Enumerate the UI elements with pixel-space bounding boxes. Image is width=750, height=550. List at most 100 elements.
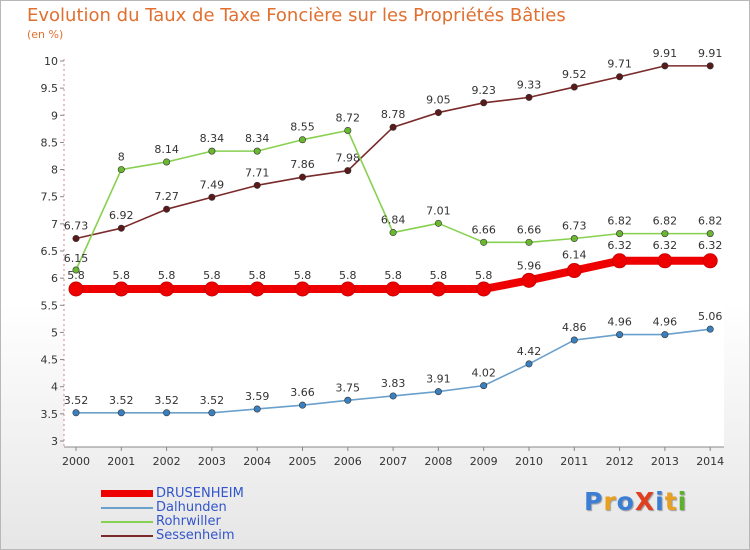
data-label-dalhunden: 3.52: [109, 394, 134, 407]
x-tick-label: 2007: [379, 455, 407, 468]
data-label-sessenheim: 9.71: [607, 58, 632, 71]
data-label-dalhunden: 5.06: [698, 310, 723, 323]
data-point-sessenheim: [389, 123, 397, 131]
data-label-drusenheim: 5.8: [430, 269, 448, 282]
data-label-drusenheim: 5.8: [248, 269, 266, 282]
data-label-drusenheim: 5.8: [339, 269, 357, 282]
data-label-dalhunden: 4.42: [517, 345, 542, 358]
data-label-drusenheim: 5.8: [67, 269, 85, 282]
x-tick-label: 2010: [515, 455, 543, 468]
x-tick-label: 2003: [198, 455, 226, 468]
data-point-rohrwiller: [117, 166, 125, 174]
data-point-drusenheim: [249, 281, 265, 297]
data-point-sessenheim: [117, 224, 125, 232]
data-label-rohrwiller: 6.66: [471, 223, 496, 236]
data-point-dalhunden: [117, 409, 125, 417]
y-tick-label: 8: [51, 164, 58, 177]
data-label-sessenheim: 6.73: [64, 220, 89, 233]
data-label-drusenheim: 5.8: [113, 269, 131, 282]
data-point-rohrwiller: [570, 235, 578, 243]
y-tick-label: 9.5: [41, 82, 59, 95]
data-label-sessenheim: 9.33: [517, 78, 542, 91]
data-label-rohrwiller: 8: [118, 151, 125, 164]
data-point-rohrwiller: [253, 147, 261, 155]
data-label-dalhunden: 3.66: [290, 386, 315, 399]
data-point-sessenheim: [72, 235, 80, 243]
data-point-drusenheim: [385, 281, 401, 297]
data-label-sessenheim: 7.49: [200, 178, 225, 191]
data-point-drusenheim: [430, 281, 446, 297]
logo-letter: i: [677, 487, 688, 516]
y-tick-label: 6: [51, 272, 58, 285]
data-point-drusenheim: [612, 253, 628, 269]
y-tick-label: 8.5: [41, 136, 59, 149]
y-tick-label: 4.5: [41, 354, 59, 367]
data-point-rohrwiller: [208, 147, 216, 155]
data-label-drusenheim: 6.32: [653, 239, 678, 252]
data-point-rohrwiller: [389, 229, 397, 237]
data-point-drusenheim: [204, 281, 220, 297]
legend-swatch-rohrwiller: [101, 521, 153, 523]
data-point-sessenheim: [570, 83, 578, 91]
data-point-dalhunden: [72, 409, 80, 417]
legend-label-rohrwiller: Rohrwiller: [156, 514, 221, 529]
x-tick-label: 2011: [560, 455, 588, 468]
data-point-drusenheim: [340, 281, 356, 297]
legend-label-drusenheim: DRUSENHEIM: [156, 486, 244, 501]
x-tick-label: 2009: [470, 455, 498, 468]
data-label-drusenheim: 6.14: [562, 249, 587, 262]
data-point-rohrwiller: [434, 219, 442, 227]
y-tick-label: 4: [51, 381, 58, 394]
plot-area: [64, 59, 724, 447]
data-point-sessenheim: [163, 205, 171, 213]
data-label-rohrwiller: 7.01: [426, 204, 451, 217]
data-label-drusenheim: 5.8: [384, 269, 402, 282]
proxiti-logo: ProXiti: [584, 487, 687, 516]
data-label-sessenheim: 6.92: [109, 209, 134, 222]
y-tick-label: 9: [51, 109, 58, 122]
x-tick-label: 2002: [153, 455, 181, 468]
data-point-rohrwiller: [72, 266, 80, 274]
data-point-sessenheim: [616, 73, 624, 81]
data-label-rohrwiller: 6.84: [381, 214, 406, 227]
y-tick-label: 7.5: [41, 191, 59, 204]
data-label-rohrwiller: 8.14: [154, 143, 179, 156]
data-label-dalhunden: 4.86: [562, 321, 587, 334]
data-point-sessenheim: [434, 109, 442, 117]
data-point-rohrwiller: [706, 230, 714, 238]
data-point-drusenheim: [702, 253, 718, 269]
data-label-drusenheim: 5.8: [158, 269, 176, 282]
data-point-sessenheim: [706, 62, 714, 70]
data-point-sessenheim: [525, 93, 533, 101]
logo-letter: r: [603, 487, 617, 516]
data-label-rohrwiller: 6.82: [653, 215, 678, 228]
data-point-dalhunden: [570, 336, 578, 344]
data-label-dalhunden: 4.96: [607, 316, 632, 329]
data-point-dalhunden: [344, 396, 352, 404]
data-label-dalhunden: 3.75: [336, 381, 361, 394]
data-point-dalhunden: [525, 360, 533, 368]
data-point-dalhunden: [661, 331, 669, 339]
data-label-dalhunden: 3.52: [64, 394, 89, 407]
data-label-drusenheim: 5.96: [517, 259, 542, 272]
data-label-rohrwiller: 6.82: [698, 215, 723, 228]
data-point-dalhunden: [163, 409, 171, 417]
data-label-sessenheim: 7.86: [290, 158, 315, 171]
data-label-rohrwiller: 6.66: [517, 223, 542, 236]
data-label-drusenheim: 6.32: [607, 239, 632, 252]
data-point-drusenheim: [159, 281, 175, 297]
data-label-dalhunden: 4.02: [471, 367, 496, 380]
data-label-dalhunden: 4.96: [653, 316, 678, 329]
data-label-dalhunden: 3.83: [381, 377, 406, 390]
x-tick-label: 2005: [289, 455, 317, 468]
data-label-rohrwiller: 8.72: [336, 111, 361, 124]
data-label-rohrwiller: 6.73: [562, 220, 587, 233]
data-label-dalhunden: 3.91: [426, 373, 451, 386]
data-point-drusenheim: [566, 263, 582, 279]
legend-label-dalhunden: Dalhunden: [156, 500, 227, 515]
data-label-rohrwiller: 6.82: [607, 215, 632, 228]
data-point-rohrwiller: [661, 230, 669, 238]
legend-swatch-sessenheim: [101, 535, 153, 537]
x-tick-label: 2006: [334, 455, 362, 468]
